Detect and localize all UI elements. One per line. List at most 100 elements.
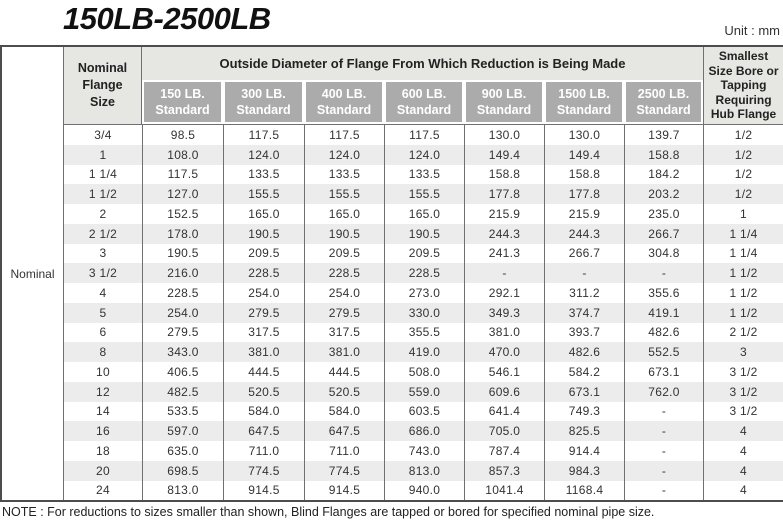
od-value-cell: 178.0	[142, 223, 223, 244]
header-smallest-size-bore: Smallest Size Bore or Tapping Requiring …	[703, 47, 783, 125]
od-value-cell: 508.0	[384, 362, 464, 382]
od-value-cell: 266.7	[544, 243, 624, 264]
od-value-cell: 149.4	[544, 144, 624, 165]
od-value-cell: 317.5	[304, 322, 384, 343]
od-value-cell: 139.7	[624, 125, 704, 145]
nominal-size-cell: 3	[64, 243, 142, 264]
table-row: 16 597.0 647.5 647.5 686.0 705.0 825.5-4	[2, 421, 783, 441]
od-value-cell: 304.8	[624, 243, 704, 264]
od-value-cell: -	[624, 460, 704, 481]
table-row: 12 482.5 520.5 520.5 559.0 609.6 673.1 762.0 3 1…	[2, 381, 783, 402]
od-value-cell: 482.6	[544, 342, 624, 362]
table-row: 2 1/2 178.0 190.5 190.5 190.5 244.3 244.3 266.7…	[2, 223, 783, 244]
od-value-cell: 552.5	[624, 342, 704, 362]
nominal-size-cell: 5	[64, 302, 142, 323]
od-value-cell: -	[624, 401, 704, 422]
nominal-size-cell: 1 1/4	[64, 164, 142, 185]
table-row: 4 228.5 254.0 254.0 273.0 292.1 311.2 355.6 1 1/…	[2, 283, 783, 303]
od-value-cell: 165.0	[384, 204, 464, 224]
od-value-cell: 209.5	[384, 243, 464, 264]
od-value-cell: 349.3	[464, 302, 544, 323]
od-value-cell: 117.5	[142, 164, 223, 185]
nominal-size-cell: 24	[64, 480, 142, 501]
smallest-size-cell: 1/2	[703, 164, 783, 185]
od-value-cell: 228.5	[223, 263, 304, 283]
od-value-cell: 228.5	[304, 263, 384, 283]
od-value-cell: 584.0	[223, 401, 304, 422]
od-value-cell: 914.4	[544, 441, 624, 461]
od-value-cell: 130.0	[544, 125, 624, 145]
od-value-cell: 254.0	[304, 283, 384, 303]
od-value-cell: 190.5	[384, 223, 464, 244]
od-value-cell: 1168.4	[544, 480, 624, 501]
column-header-300lb: 300 LB. Standard	[223, 80, 304, 125]
od-value-cell: 482.5	[142, 381, 223, 402]
od-value-cell: 108.0	[142, 144, 223, 165]
smallest-size-cell: 2 1/2	[703, 322, 783, 343]
nominal-size-cell: 2	[64, 204, 142, 224]
od-value-cell: 235.0	[624, 204, 704, 224]
smallest-size-cell: 1	[703, 204, 783, 224]
unit-label: Unit : mm	[724, 23, 780, 38]
od-value-cell: 279.5	[223, 302, 304, 323]
od-value-cell: 857.3	[464, 460, 544, 481]
table-row: 10 406.5 444.5 444.5 508.0 546.1 584.2 673.1 3 1…	[2, 362, 783, 382]
od-value-cell: 165.0	[304, 204, 384, 224]
od-value-cell: 444.5	[304, 362, 384, 382]
od-value-cell: 647.5	[304, 421, 384, 441]
od-value-cell: 546.1	[464, 362, 544, 382]
od-value-cell: 190.5	[223, 223, 304, 244]
smallest-size-cell: 1/2	[703, 125, 783, 145]
od-value-cell: 155.5	[304, 184, 384, 204]
od-value-cell: 374.7	[544, 302, 624, 323]
od-value-cell: 133.5	[304, 164, 384, 185]
od-value-cell: 686.0	[384, 421, 464, 441]
table-row: 8 343.0 381.0 381.0 419.0 470.0 482.6 552.5 3	[2, 342, 783, 362]
od-value-cell: -	[624, 263, 704, 283]
smallest-size-cell: 1/2	[703, 184, 783, 204]
od-value-cell: 273.0	[384, 283, 464, 303]
column-header-600lb-label: 600 LB. Standard	[386, 82, 462, 122]
od-value-cell: 381.0	[223, 342, 304, 362]
smallest-size-cell: 1 1/2	[703, 263, 783, 283]
od-value-cell: 215.9	[464, 204, 544, 224]
od-value-cell: 419.0	[384, 342, 464, 362]
table-row: 1 1/2 127.0 155.5 155.5 155.5 177.8 177.8 203.2…	[2, 184, 783, 204]
column-header-400lb-label: 400 LB. Standard	[306, 82, 382, 122]
nominal-size-cell: 20	[64, 460, 142, 481]
od-value-cell: 117.5	[384, 125, 464, 145]
od-value-cell: 155.5	[384, 184, 464, 204]
nominal-size-cell: 18	[64, 441, 142, 461]
table-row: 5 254.0 279.5 279.5 330.0 349.3 374.7 419.1 1 1/…	[2, 302, 783, 323]
od-value-cell: 244.3	[464, 223, 544, 244]
od-value-cell: 641.4	[464, 401, 544, 422]
table-row: 3 1/2 216.0 228.5 228.5 228.5- - -1 1/2	[2, 263, 783, 283]
od-value-cell: -	[544, 263, 624, 283]
od-value-cell: 184.2	[624, 164, 704, 185]
table-row: 24 813.0 914.5 914.5 940.0 1041.4 1168.4-4	[2, 480, 783, 501]
od-value-cell: 914.5	[304, 480, 384, 501]
header-row-1: Nominal Nominal Flange Size Outside Diam…	[2, 47, 783, 501]
od-value-cell: 133.5	[223, 164, 304, 185]
od-value-cell: 381.0	[304, 342, 384, 362]
column-header-2500lb: 2500 LB. Standard	[624, 80, 704, 125]
od-value-cell: 152.5	[142, 204, 223, 224]
od-value-cell: 130.0	[464, 125, 544, 145]
od-value-cell: 520.5	[223, 381, 304, 402]
od-value-cell: 482.6	[624, 322, 704, 343]
column-header-600lb: 600 LB. Standard	[384, 80, 464, 125]
od-value-cell: 673.1	[544, 381, 624, 402]
od-value-cell: 419.1	[624, 302, 704, 323]
nominal-size-cell: 10	[64, 362, 142, 382]
od-value-cell: 673.1	[624, 362, 704, 382]
od-value-cell: 98.5	[142, 125, 223, 145]
nominal-size-cell: 3/4	[64, 125, 142, 145]
od-value-cell: 124.0	[304, 144, 384, 165]
od-value-cell: 470.0	[464, 342, 544, 362]
column-header-1500lb-label: 1500 LB. Standard	[546, 82, 622, 122]
od-value-cell: 117.5	[304, 125, 384, 145]
od-value-cell: 355.5	[384, 322, 464, 343]
table-row: 3 190.5 209.5 209.5 209.5 241.3 266.7 304.8 1 1/…	[2, 243, 783, 264]
table-row: 18 635.0 711.0 711.0 743.0 787.4 914.4-4	[2, 441, 783, 461]
smallest-size-cell: 1/2	[703, 144, 783, 165]
